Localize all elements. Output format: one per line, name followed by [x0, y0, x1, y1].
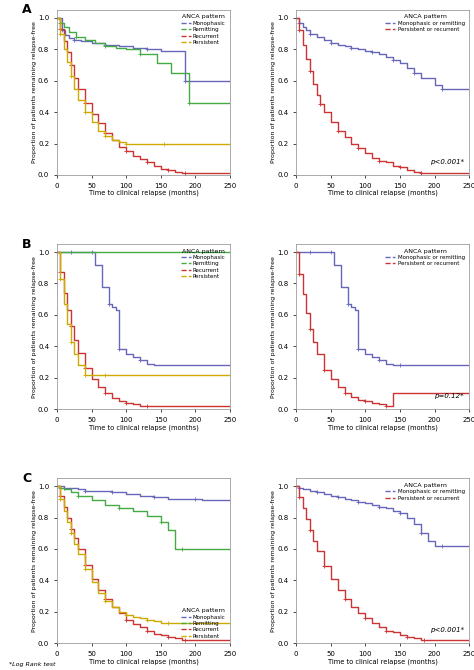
- X-axis label: Time to clinical relapse (months): Time to clinical relapse (months): [89, 658, 199, 665]
- Legend: Monophasic or remitting, Persistent or recurrent: Monophasic or remitting, Persistent or r…: [384, 13, 466, 34]
- Y-axis label: Proportion of patients remaining relapse-free: Proportion of patients remaining relapse…: [271, 490, 276, 632]
- Text: p<0.001*: p<0.001*: [430, 159, 464, 165]
- Y-axis label: Proportion of patients remaining relapse-free: Proportion of patients remaining relapse…: [32, 21, 36, 163]
- Text: *Log Rank test: *Log Rank test: [9, 662, 56, 667]
- Legend: Monophasic, Remitting, Recurrent, Persistent: Monophasic, Remitting, Recurrent, Persis…: [179, 606, 228, 641]
- Text: p<0.001*: p<0.001*: [430, 627, 464, 633]
- Legend: Monophasic, Remitting, Recurrent, Persistent: Monophasic, Remitting, Recurrent, Persis…: [179, 13, 228, 47]
- Y-axis label: Proportion of patients remaining relapse-free: Proportion of patients remaining relapse…: [32, 256, 36, 397]
- Y-axis label: Proportion of patients remaining relapse-free: Proportion of patients remaining relapse…: [271, 256, 276, 397]
- X-axis label: Time to clinical relapse (months): Time to clinical relapse (months): [89, 190, 199, 196]
- X-axis label: Time to clinical relapse (months): Time to clinical relapse (months): [328, 424, 438, 431]
- Text: A: A: [22, 3, 32, 17]
- Text: B: B: [22, 238, 32, 251]
- Text: p=0.12*: p=0.12*: [435, 393, 464, 399]
- Y-axis label: Proportion of patients remaining relapse-free: Proportion of patients remaining relapse…: [271, 21, 276, 163]
- Text: C: C: [22, 472, 31, 484]
- Legend: Monophasic or remitting, Persistent or recurrent: Monophasic or remitting, Persistent or r…: [384, 481, 466, 502]
- X-axis label: Time to clinical relapse (months): Time to clinical relapse (months): [89, 424, 199, 431]
- Legend: Monophasic or remitting, Persistent or recurrent: Monophasic or remitting, Persistent or r…: [384, 247, 466, 268]
- X-axis label: Time to clinical relapse (months): Time to clinical relapse (months): [328, 190, 438, 196]
- X-axis label: Time to clinical relapse (months): Time to clinical relapse (months): [328, 658, 438, 665]
- Y-axis label: Proportion of patients remaining relapse-free: Proportion of patients remaining relapse…: [32, 490, 36, 632]
- Legend: Monophasic, Remitting, Recurrent, Persistent: Monophasic, Remitting, Recurrent, Persis…: [179, 247, 228, 281]
